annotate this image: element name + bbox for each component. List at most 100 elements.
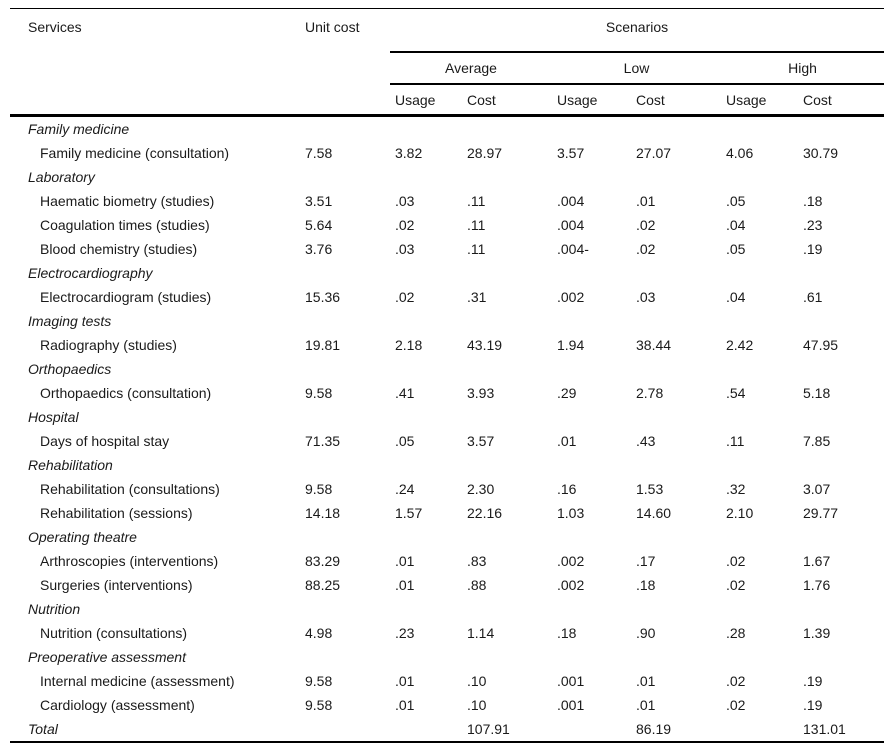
unit-cost-value: 14.18 — [305, 505, 341, 521]
cost-scenarios-table: Services Unit cost Scenarios Average Low… — [10, 8, 885, 743]
avg-usage-value — [390, 116, 462, 142]
service-name: Blood chemistry (studies) — [40, 241, 198, 257]
high-usage-value — [721, 261, 798, 285]
low-cost-value: .18 — [636, 577, 656, 593]
low-usage-value — [552, 717, 631, 742]
table-header: Services Unit cost Scenarios Average Low… — [10, 8, 885, 116]
high-usage-value: .28 — [726, 625, 746, 641]
high-usage-value — [721, 405, 798, 429]
avg-cost-value — [462, 309, 552, 333]
table-row: Family medicine (consultation) 7.58 3.82 28… — [10, 141, 884, 165]
unit-cost-value: 4.98 — [305, 625, 333, 641]
high-cost-value: .23 — [803, 217, 823, 233]
high-usage-value: 2.42 — [726, 337, 754, 353]
avg-usage-value — [390, 453, 462, 477]
high-cost-value — [798, 357, 884, 381]
avg-usage-value — [390, 645, 462, 669]
high-usage-value — [721, 453, 798, 477]
low-cost-value: 38.44 — [636, 337, 672, 353]
service-name: Haematic biometry (studies) — [40, 193, 215, 209]
avg-cost-value: 22.16 — [467, 505, 503, 521]
low-cost-value: .01 — [636, 697, 656, 713]
table-row: Laboratory — [10, 165, 884, 189]
low-usage-value: .01 — [557, 433, 577, 449]
avg-cost-value — [462, 525, 552, 549]
service-category-label: Electrocardiography — [28, 265, 153, 281]
low-usage-value — [552, 261, 631, 285]
service-category-label: Operating theatre — [28, 529, 137, 545]
avg-usage-value: .03 — [395, 241, 415, 257]
table-row: Rehabilitation — [10, 453, 884, 477]
avg-usage-value: .01 — [395, 697, 415, 713]
unit-cost-value — [304, 645, 390, 669]
avg-usage-value: .24 — [395, 481, 415, 497]
unit-cost-value — [304, 116, 390, 142]
low-usage-value — [552, 165, 631, 189]
low-cost-value: .43 — [636, 433, 656, 449]
service-category-label: Laboratory — [28, 169, 95, 185]
low-cost-value: .02 — [636, 217, 656, 233]
table-row: Orthopaedics — [10, 357, 884, 381]
low-usage-value: .29 — [557, 385, 577, 401]
table-row: Blood chemistry (studies) 3.76 .03 .11 .004-… — [10, 237, 884, 261]
high-usage-value: .11 — [726, 433, 745, 449]
table-row: Coagulation times (studies) 5.64 .02 .11 .00… — [10, 213, 884, 237]
avg-cost-value: 43.19 — [467, 337, 503, 353]
table-row: Surgeries (interventions) 88.25 .01 .88 .002… — [10, 573, 884, 597]
avg-usage-value — [390, 309, 462, 333]
low-cost-value: 27.07 — [636, 145, 672, 161]
high-cost-value: 3.07 — [803, 481, 831, 497]
service-name: Coagulation times (studies) — [40, 217, 210, 233]
table-row: Electrocardiogram (studies) 15.36 .02 .31 .0… — [10, 285, 884, 309]
table-row: Arthroscopies (interventions) 83.29 .01 .83… — [10, 549, 884, 573]
avg-cost-value: 3.57 — [467, 433, 495, 449]
service-category-label: Family medicine — [28, 121, 130, 137]
low-usage-value: .004 — [557, 217, 585, 233]
avg-usage-value: .05 — [395, 433, 415, 449]
avg-usage-value: .23 — [395, 625, 415, 641]
low-cost-value — [631, 405, 721, 429]
high-usage-value: 2.10 — [726, 505, 754, 521]
high-cost-value: .18 — [803, 193, 823, 209]
low-usage-value: .002 — [557, 577, 585, 593]
high-usage-value — [721, 525, 798, 549]
high-usage-value: .02 — [726, 697, 746, 713]
unit-cost-value: 15.36 — [305, 289, 341, 305]
avg-usage-value — [390, 357, 462, 381]
unit-cost-value: 9.58 — [305, 385, 333, 401]
low-cost-value: .02 — [636, 241, 656, 257]
high-usage-value: 4.06 — [726, 145, 754, 161]
avg-cost-value — [462, 357, 552, 381]
low-usage-value: .16 — [557, 481, 577, 497]
avg-usage-value: .41 — [395, 385, 415, 401]
high-usage-value: .04 — [726, 289, 746, 305]
avg-usage-value: .02 — [395, 289, 415, 305]
avg-cost-value: 1.14 — [467, 625, 495, 641]
high-cost-value: .19 — [803, 697, 823, 713]
unit-cost-value: 9.58 — [305, 673, 333, 689]
high-cost-value — [798, 165, 884, 189]
low-usage-value — [552, 453, 631, 477]
high-usage-value: .05 — [726, 193, 746, 209]
high-cost-value: 1.76 — [803, 577, 831, 593]
avg-cost-value: .31 — [467, 289, 487, 305]
service-name: Family medicine (consultation) — [40, 145, 230, 161]
unit-cost-value — [304, 357, 390, 381]
avg-cost-value: .83 — [467, 553, 487, 569]
low-cost-value: .17 — [636, 553, 656, 569]
service-name: Surgeries (interventions) — [40, 577, 193, 593]
high-cost-value — [798, 597, 884, 621]
low-usage-value — [552, 116, 631, 142]
avg-usage-value — [390, 717, 462, 742]
group-header-low: Low — [552, 52, 721, 85]
unit-cost-value: 9.58 — [305, 697, 333, 713]
avg-cost-value: .11 — [467, 193, 486, 209]
unit-cost-value — [304, 525, 390, 549]
low-usage-value: 1.94 — [557, 337, 585, 353]
avg-usage-value: 3.82 — [395, 145, 423, 161]
low-cost-value: .01 — [636, 193, 656, 209]
avg-usage-value: .01 — [395, 553, 415, 569]
avg-usage-value: .02 — [395, 217, 415, 233]
table-row: Total 107.91 86.19 131.01 — [10, 717, 884, 742]
high-usage-value — [721, 165, 798, 189]
